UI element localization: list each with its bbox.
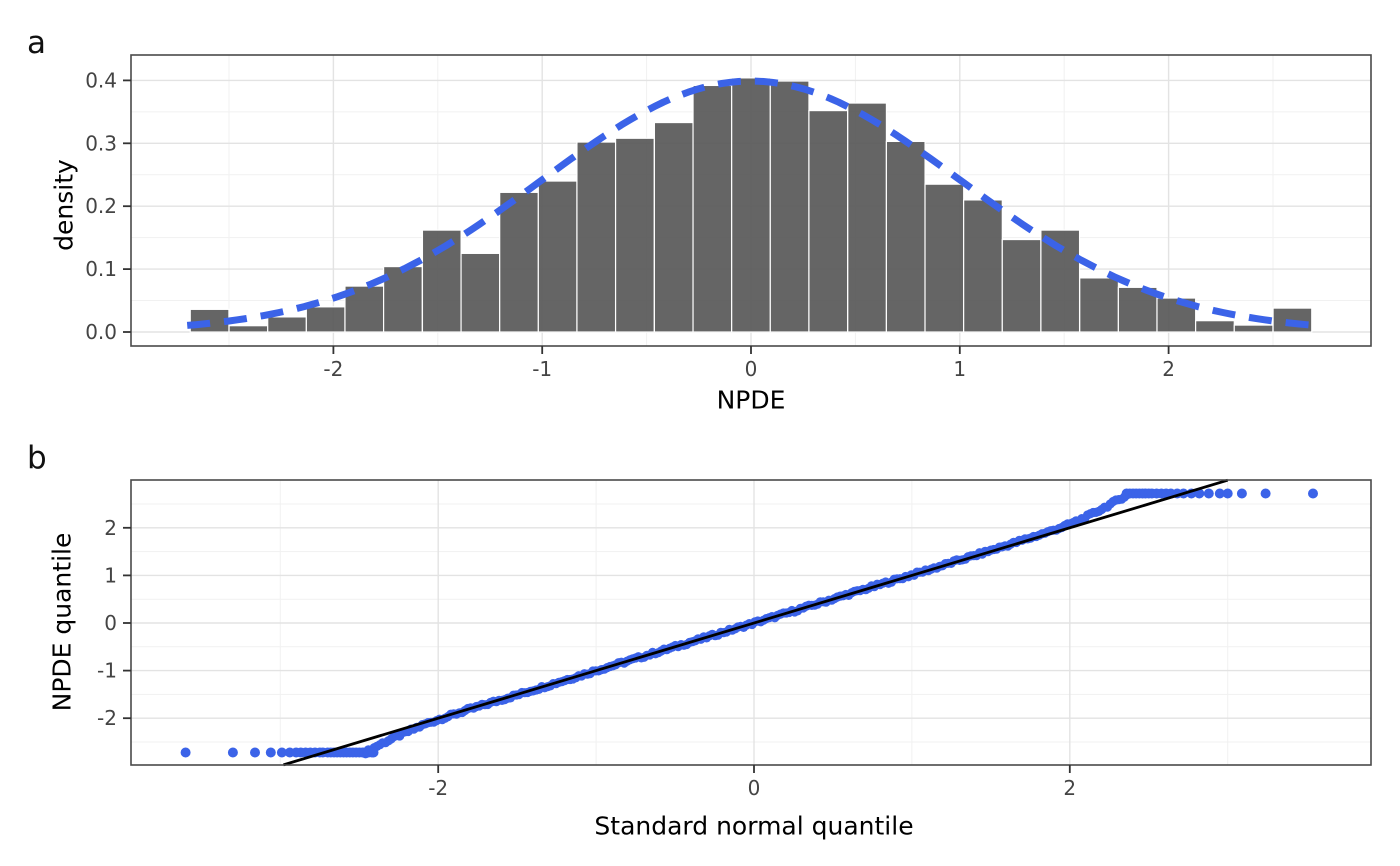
histogram-bar bbox=[228, 325, 269, 333]
x-tick-label: 0 bbox=[748, 776, 761, 800]
histogram-bars bbox=[189, 77, 1313, 333]
x-tick-label: -1 bbox=[532, 357, 552, 381]
y-tick-label: 0.4 bbox=[85, 68, 117, 92]
x-axis-title-npde: NPDE bbox=[716, 385, 786, 415]
x-tick-label: -2 bbox=[428, 776, 448, 800]
x-tick-label: 1 bbox=[953, 357, 966, 381]
y-tick-label: -2 bbox=[97, 706, 117, 730]
gridlines bbox=[131, 480, 1371, 765]
axis-ticks bbox=[123, 526, 1071, 773]
y-tick-label: 0.0 bbox=[85, 320, 117, 344]
histogram-bar bbox=[963, 199, 1003, 333]
x-tick-label: 2 bbox=[1063, 776, 1076, 800]
histogram-bar bbox=[769, 80, 810, 333]
histogram-bar bbox=[847, 102, 888, 333]
x-tick-label: -2 bbox=[323, 357, 343, 381]
histogram-bar bbox=[382, 265, 423, 333]
y-tick-label: 2 bbox=[104, 516, 117, 540]
x-tick-label: 0 bbox=[745, 357, 758, 381]
histogram-bar bbox=[460, 252, 501, 333]
histogram-bar bbox=[731, 77, 771, 333]
histogram-bar bbox=[576, 141, 617, 333]
histogram-bar bbox=[499, 191, 539, 333]
y-tick-label: 1 bbox=[104, 563, 117, 587]
y-tick-label: -1 bbox=[97, 659, 117, 683]
histogram-bar bbox=[692, 84, 733, 333]
normal-density-dashed-curve bbox=[186, 77, 1316, 329]
y-tick-label: 0.3 bbox=[85, 131, 117, 155]
histogram-bar bbox=[1001, 238, 1042, 333]
histogram-bar bbox=[1233, 324, 1274, 333]
histogram-bar bbox=[267, 316, 307, 333]
identity-reference-line bbox=[283, 478, 1229, 767]
y-axis-title-density: density bbox=[49, 159, 79, 251]
histogram-bar bbox=[1079, 277, 1120, 333]
histogram-bar bbox=[924, 183, 965, 333]
histogram-bar bbox=[537, 180, 578, 333]
tick-labels: -2 -1 0 1 2 0.0 0.1 0.2 0.3 0.4 bbox=[85, 68, 1175, 381]
y-tick-label: 0 bbox=[104, 611, 117, 635]
panel-tag-b: b bbox=[27, 440, 47, 476]
y-axis-title-npde-quantile: NPDE quantile bbox=[47, 532, 77, 712]
x-axis-title-standard-normal-quantile: Standard normal quantile bbox=[594, 811, 914, 841]
histogram-bar bbox=[1195, 320, 1235, 333]
y-tick-label: 0.2 bbox=[85, 194, 117, 218]
histogram-bar bbox=[653, 121, 694, 333]
tick-labels: -2 0 2 -2 -1 0 1 2 bbox=[97, 516, 1076, 800]
histogram-bar bbox=[614, 137, 655, 333]
x-tick-label: 2 bbox=[1162, 357, 1175, 381]
y-tick-label: 0.1 bbox=[85, 257, 117, 281]
histogram-bar bbox=[305, 306, 346, 333]
axis-ticks bbox=[123, 79, 1170, 354]
histogram-bar bbox=[885, 140, 926, 333]
panel-tag-a: a bbox=[27, 25, 46, 61]
histogram-bar bbox=[808, 109, 849, 333]
